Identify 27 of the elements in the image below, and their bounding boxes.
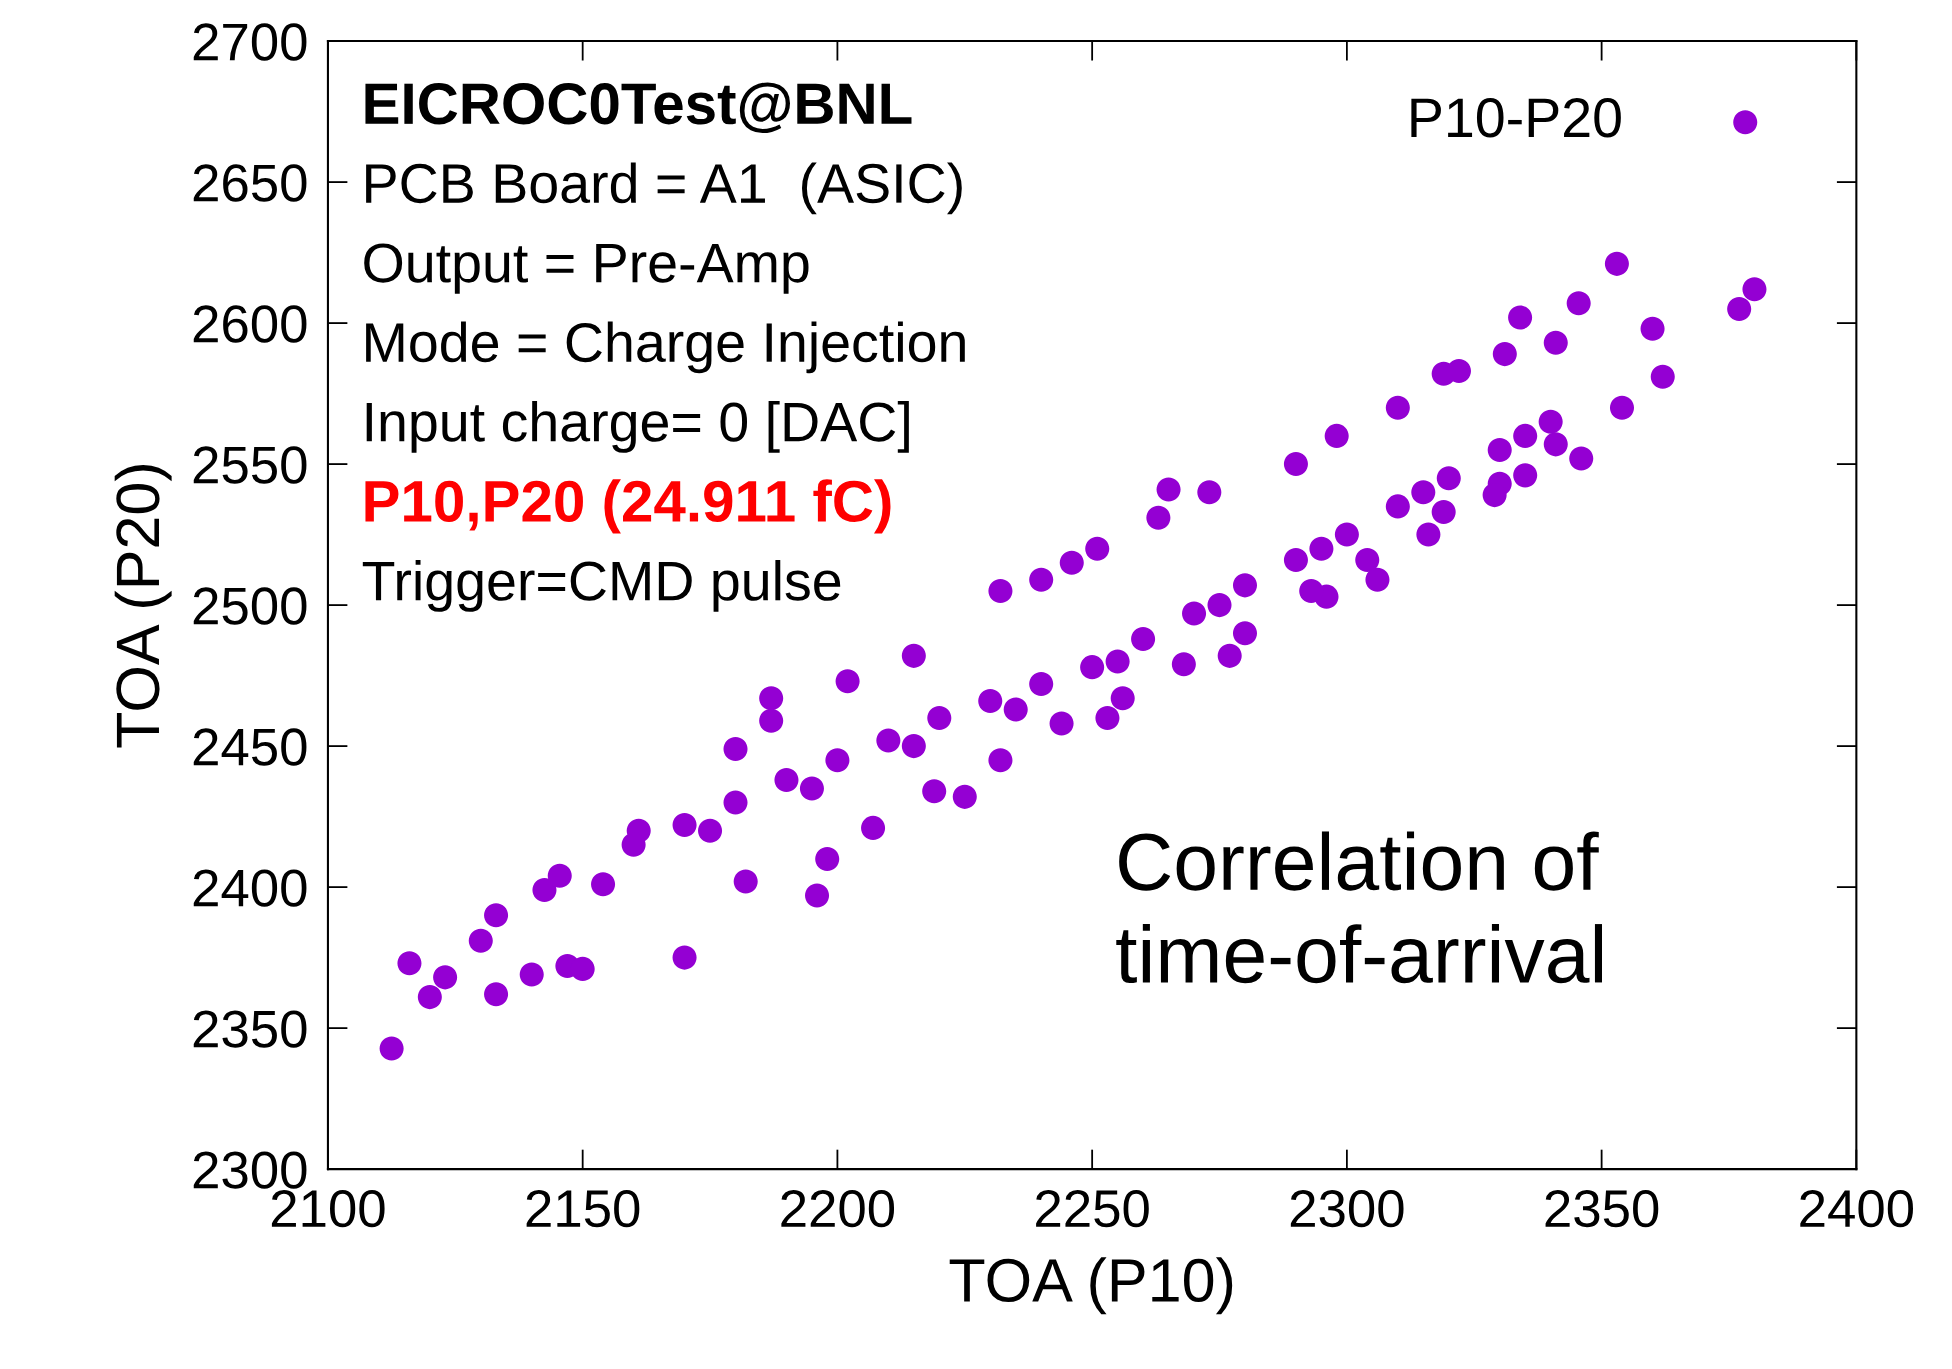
x-tick-label: 2300 bbox=[1290, 1189, 1404, 1228]
annotation: Correlation of time-of-arrival bbox=[1116, 831, 1603, 984]
annotation: Input charge= 0 [DAC] bbox=[366, 400, 909, 453]
y-tick-label: 2300 bbox=[193, 1151, 307, 1189]
x-tick-label: 2150 bbox=[526, 1189, 640, 1228]
y-tick-label: 2600 bbox=[193, 305, 307, 343]
y-tick-label: 2400 bbox=[193, 869, 307, 907]
x-tick-label: 2250 bbox=[1036, 1189, 1149, 1228]
annotation: Trigger=CMD pulse bbox=[362, 560, 841, 612]
y-tick-label: 2650 bbox=[193, 164, 307, 202]
annotation: Mode = Charge Injection bbox=[366, 321, 965, 374]
annotation: Output = Pre-Amp bbox=[364, 243, 809, 294]
annotation: PCB Board = A1 (ASIC) bbox=[366, 162, 962, 215]
legend-label: P10-P20 bbox=[1411, 98, 1621, 138]
annotation: P10,P20 (24.911 fC) bbox=[365, 479, 891, 534]
y-tick-label: 2550 bbox=[193, 446, 307, 484]
y-tick-label: 2350 bbox=[193, 1010, 307, 1048]
annotation: EICROC0Test@BNL bbox=[365, 82, 912, 134]
x-tick-label: 2200 bbox=[781, 1189, 895, 1228]
y-axis-title: TOA (P20) bbox=[114, 465, 172, 748]
x-tick-label: 2100 bbox=[271, 1189, 385, 1228]
x-tick-label: 2400 bbox=[1800, 1189, 1913, 1228]
y-tick-label: 2500 bbox=[193, 587, 307, 625]
x-tick-label: 2350 bbox=[1545, 1189, 1659, 1228]
y-tick-label: 2450 bbox=[193, 728, 307, 766]
x-axis-title: TOA (P10) bbox=[949, 1257, 1233, 1315]
y-tick-label: 2700 bbox=[193, 23, 307, 61]
